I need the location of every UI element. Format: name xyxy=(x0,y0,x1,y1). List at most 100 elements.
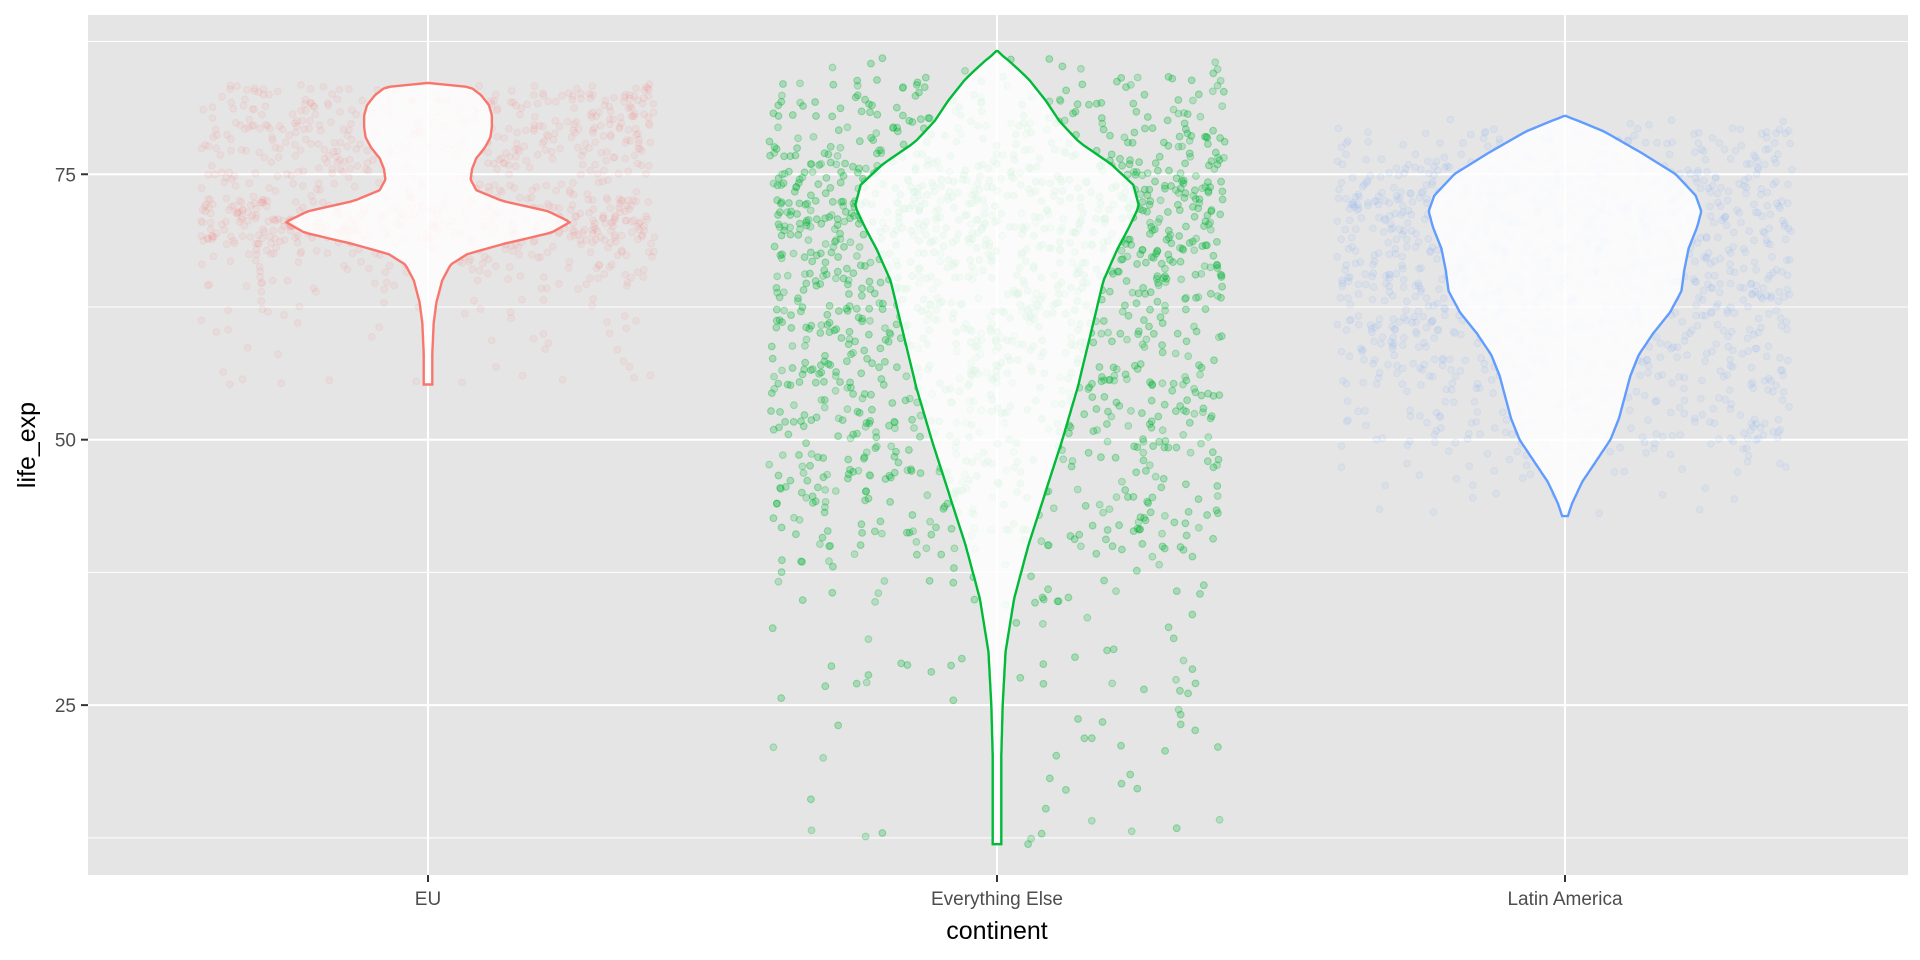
data-point xyxy=(633,318,640,325)
data-point xyxy=(206,281,213,288)
data-point xyxy=(612,234,619,241)
data-point xyxy=(626,92,633,99)
data-point xyxy=(604,319,611,326)
data-point xyxy=(346,86,353,93)
data-point xyxy=(259,306,266,313)
data-point xyxy=(258,298,265,305)
data-point xyxy=(575,286,582,293)
data-point xyxy=(517,194,524,201)
data-point xyxy=(266,185,273,192)
data-point xyxy=(239,376,246,383)
data-point xyxy=(623,325,630,332)
data-point xyxy=(481,253,488,260)
data-point xyxy=(246,251,253,258)
data-point xyxy=(641,266,648,273)
data-point xyxy=(320,83,327,90)
data-point xyxy=(221,179,228,186)
data-point xyxy=(517,273,524,280)
data-point xyxy=(297,147,304,154)
data-point xyxy=(524,101,531,108)
data-point xyxy=(512,153,519,160)
data-point xyxy=(300,204,307,211)
data-point xyxy=(493,91,500,98)
data-point xyxy=(528,194,535,201)
data-point xyxy=(198,218,205,225)
data-point xyxy=(365,168,372,175)
data-point xyxy=(650,101,657,108)
data-point xyxy=(640,95,647,102)
data-point xyxy=(620,358,627,365)
data-point xyxy=(528,251,535,258)
data-point xyxy=(476,83,483,90)
data-point xyxy=(647,139,654,146)
data-point xyxy=(590,296,597,303)
data-point xyxy=(474,277,481,284)
data-point xyxy=(276,123,283,130)
data-point xyxy=(310,285,317,292)
data-point xyxy=(540,274,547,281)
data-point xyxy=(571,105,578,112)
data-point xyxy=(311,103,318,110)
data-point xyxy=(288,172,295,179)
data-point xyxy=(344,143,351,150)
data-point xyxy=(505,276,512,283)
data-point xyxy=(349,250,356,257)
data-point xyxy=(241,222,248,229)
data-point xyxy=(298,107,305,114)
data-point xyxy=(625,105,632,112)
data-point xyxy=(294,118,301,125)
data-point xyxy=(260,86,267,93)
data-point xyxy=(307,117,314,124)
data-point xyxy=(578,90,585,97)
data-point xyxy=(381,286,388,293)
data-point xyxy=(650,109,657,116)
data-point xyxy=(542,346,549,353)
data-point xyxy=(252,170,259,177)
data-point xyxy=(274,88,281,95)
data-point xyxy=(570,127,577,134)
data-point xyxy=(476,267,483,274)
data-point xyxy=(506,264,513,271)
data-point xyxy=(298,248,305,255)
data-point xyxy=(631,374,638,381)
data-point xyxy=(262,103,269,110)
data-point xyxy=(238,146,245,153)
data-point xyxy=(552,98,559,105)
data-point xyxy=(209,104,216,111)
data-point xyxy=(315,141,322,148)
data-point xyxy=(269,277,276,284)
data-point xyxy=(294,320,301,327)
data-point xyxy=(586,145,593,152)
data-point xyxy=(230,105,237,112)
data-point xyxy=(631,152,638,159)
data-point xyxy=(296,303,303,310)
data-point xyxy=(391,282,398,289)
data-point xyxy=(622,155,629,162)
data-point xyxy=(508,88,515,95)
data-point xyxy=(252,215,259,222)
data-point xyxy=(645,199,652,206)
data-point xyxy=(553,187,560,194)
data-point xyxy=(236,197,243,204)
data-point xyxy=(386,262,393,269)
data-point xyxy=(594,171,601,178)
data-point xyxy=(272,188,279,195)
data-point xyxy=(570,191,577,198)
data-point xyxy=(592,161,599,168)
data-point xyxy=(246,180,253,187)
data-point xyxy=(292,199,299,206)
data-point xyxy=(512,163,519,170)
data-point xyxy=(643,84,650,91)
data-point xyxy=(614,346,621,353)
data-point xyxy=(231,240,238,247)
data-point xyxy=(413,378,420,385)
data-point xyxy=(275,351,282,358)
data-point xyxy=(564,118,571,125)
data-point xyxy=(227,258,234,265)
data-point xyxy=(471,297,478,304)
data-point xyxy=(316,165,323,172)
data-point xyxy=(540,296,547,303)
data-point xyxy=(467,256,474,263)
data-point xyxy=(260,226,267,233)
